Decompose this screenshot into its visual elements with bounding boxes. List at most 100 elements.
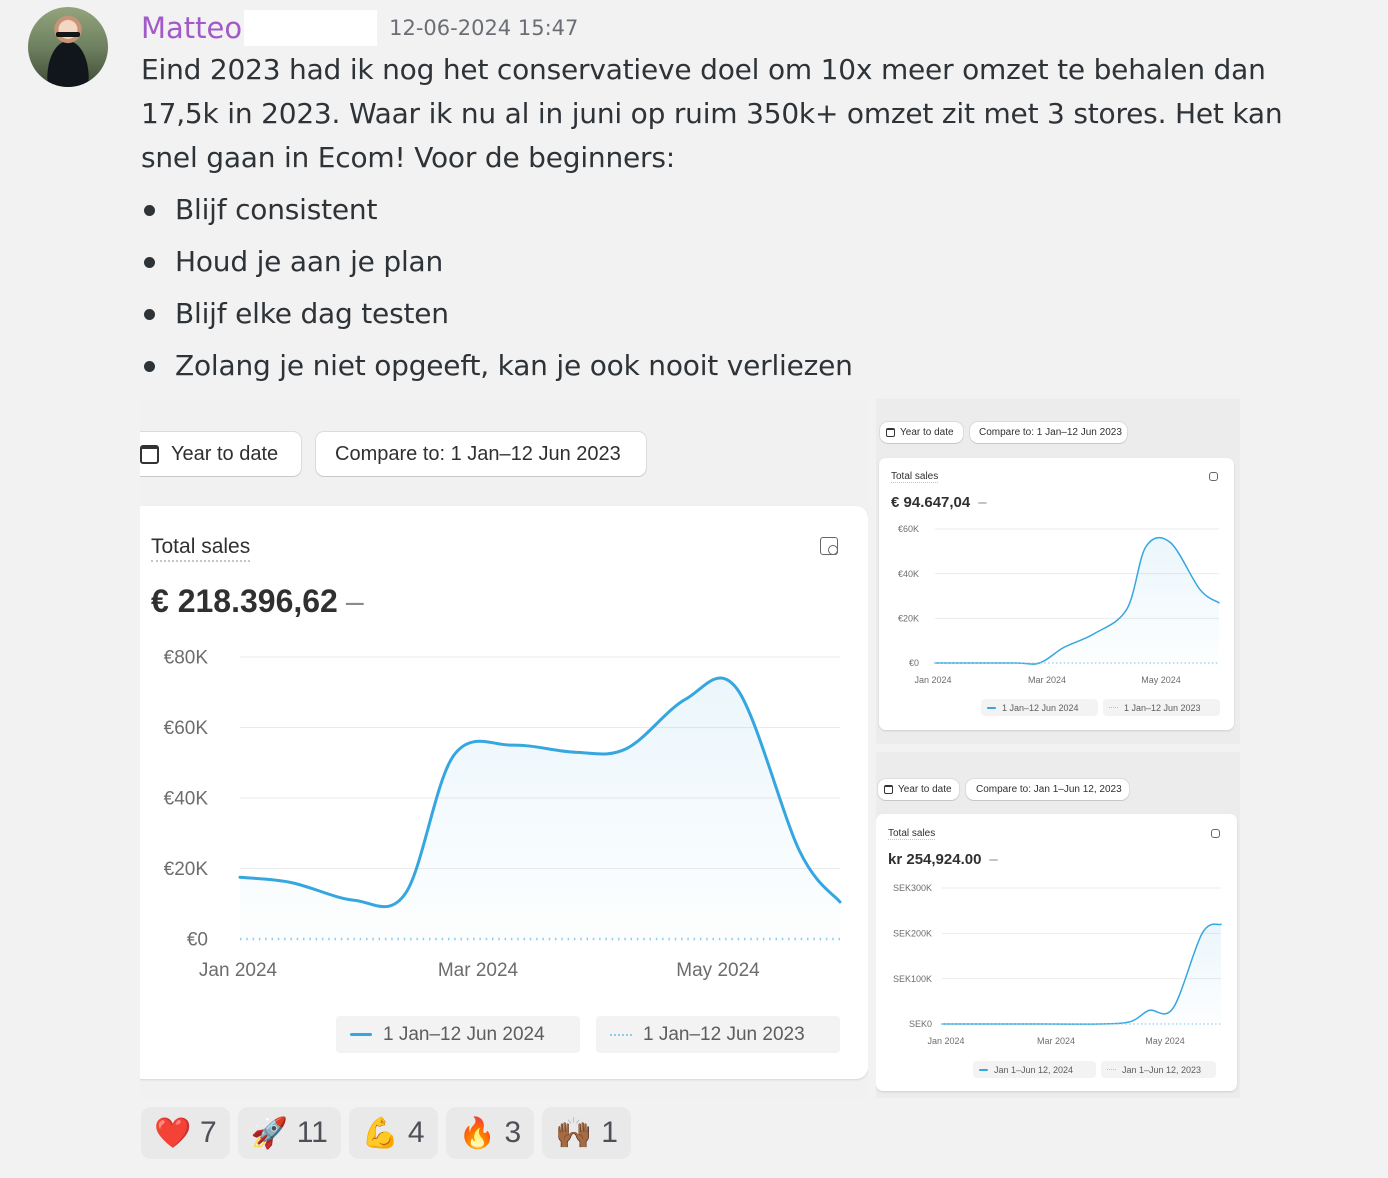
list-item-text: Blijf consistent xyxy=(175,193,378,226)
date-range-label: Year to date xyxy=(900,427,954,438)
calendar-icon xyxy=(140,444,159,464)
calendar-icon xyxy=(884,785,893,794)
flexed-biceps-icon: 💪 xyxy=(361,1115,400,1151)
date-range-button: Year to date xyxy=(878,779,959,800)
reaction-heart[interactable]: ❤️ 7 xyxy=(141,1107,230,1159)
legend-solid-swatch xyxy=(350,1033,372,1036)
report-icon xyxy=(820,537,838,555)
total-value-text: € 218.396,62 xyxy=(151,583,338,619)
sunglasses-shape xyxy=(56,32,80,37)
reaction-flexed-biceps[interactable]: 💪 4 xyxy=(348,1107,438,1159)
list-item: Blijf elke dag testen xyxy=(141,288,853,340)
legend-current-label: 1 Jan–12 Jun 2024 xyxy=(383,1023,545,1045)
card-title: Total sales xyxy=(888,828,936,840)
x-tick-label: May 2024 xyxy=(1141,675,1181,685)
search-icon xyxy=(828,545,838,555)
change-indicator: – xyxy=(978,494,987,511)
date-range-button: Year to date xyxy=(140,432,301,476)
legend-solid-swatch xyxy=(987,706,996,709)
y-tick-label: €0 xyxy=(187,930,208,951)
image-attachment-2[interactable]: Year to date Compare to: 1 Jan–12 Jun 20… xyxy=(876,399,1240,744)
bullet-dot xyxy=(144,204,155,216)
list-item: Blijf consistent xyxy=(141,184,853,236)
message-header: Matteo 12-06-2024 15:47 xyxy=(141,8,578,48)
legend-current: 1 Jan–12 Jun 2024 xyxy=(981,699,1098,716)
calendar-icon xyxy=(886,428,895,437)
date-range-button: Year to date xyxy=(880,422,963,443)
reaction-fire[interactable]: 🔥 3 xyxy=(445,1107,535,1159)
compare-label: Compare to: Jan 1–Jun 12, 2023 xyxy=(976,784,1122,795)
x-tick-label: Jan 2024 xyxy=(914,675,951,685)
sales-chart: €0 €20K €40K €60K Jan 2024 Mar 2024 May 2024 xyxy=(898,524,1220,685)
y-tick-label: €20K xyxy=(164,859,209,880)
legend-previous: 1 Jan–12 Jun 2023 xyxy=(1103,699,1220,716)
bullet-dot xyxy=(144,308,155,320)
total-value-text: kr 254,924.00 xyxy=(888,851,982,868)
y-tick-label: €0 xyxy=(909,658,919,668)
bullet-dot xyxy=(144,256,155,268)
reaction-count: 4 xyxy=(407,1116,425,1149)
report-icon xyxy=(1209,472,1218,481)
message-text: Eind 2023 had ik nog het conservatieve d… xyxy=(141,53,1283,174)
y-tick-label: €40K xyxy=(164,789,209,810)
legend-previous: 1 Jan–12 Jun 2023 xyxy=(596,1016,840,1053)
bullet-dot xyxy=(144,360,155,372)
compare-label: Compare to: 1 Jan–12 Jun 2023 xyxy=(335,442,621,465)
compare-button: Compare to: 1 Jan–12 Jun 2023 xyxy=(316,432,646,476)
x-tick-label: Jan 2024 xyxy=(927,1036,964,1046)
legend-dotted-swatch xyxy=(1109,707,1118,708)
timestamp: 12-06-2024 15:47 xyxy=(389,16,579,40)
total-value-text: € 94.647,04 xyxy=(891,494,971,511)
reaction-count: 7 xyxy=(200,1116,217,1149)
legend-previous: Jan 1–Jun 12, 2023 xyxy=(1101,1061,1216,1078)
report-icon xyxy=(1211,829,1220,838)
y-tick-label: SEK0 xyxy=(909,1019,932,1029)
series-area xyxy=(942,924,1221,1025)
legend-current: 1 Jan–12 Jun 2024 xyxy=(336,1016,580,1053)
reaction-count: 11 xyxy=(296,1116,328,1149)
legend-previous-label: 1 Jan–12 Jun 2023 xyxy=(643,1023,805,1045)
image-attachment-3[interactable]: Year to date Compare to: Jan 1–Jun 12, 2… xyxy=(876,752,1240,1098)
x-tick-label: Mar 2024 xyxy=(1037,1036,1075,1046)
legend-previous-label: 1 Jan–12 Jun 2023 xyxy=(1124,702,1201,713)
y-tick-label: €20K xyxy=(898,613,919,623)
compare-label: Compare to: 1 Jan–12 Jun 2023 xyxy=(979,427,1122,438)
reactions-bar: ❤️ 7 🚀 11 💪 4 🔥 3 🙌🏾 1 xyxy=(141,1107,639,1159)
y-tick-label: €60K xyxy=(164,718,209,739)
reaction-count: 1 xyxy=(601,1116,618,1149)
list-item-text: Blijf elke dag testen xyxy=(175,297,449,330)
list-item: Zolang je niet opgeeft, kan je ook nooit… xyxy=(141,340,853,392)
reaction-rocket[interactable]: 🚀 11 xyxy=(237,1107,341,1159)
y-tick-label: €60K xyxy=(898,524,919,534)
y-tick-label: €80K xyxy=(164,648,209,669)
legend-dotted-swatch xyxy=(610,1033,632,1036)
y-tick-label: SEK100K xyxy=(893,974,932,984)
x-tick-label: Mar 2024 xyxy=(1028,675,1066,685)
y-tick-label: SEK300K xyxy=(893,883,932,893)
series-line-current xyxy=(238,676,842,909)
card-title: Total sales xyxy=(891,471,939,483)
image-attachment-1[interactable]: Year to date Compare to: 1 Jan–12 Jun 20… xyxy=(140,399,868,1099)
bullet-list: Blijf consistent Houd je aan je plan Bli… xyxy=(141,184,853,392)
fire-icon: 🔥 xyxy=(458,1115,496,1151)
legend-current-label: 1 Jan–12 Jun 2024 xyxy=(1002,702,1079,713)
legend-previous-label: Jan 1–Jun 12, 2023 xyxy=(1122,1064,1202,1075)
reaction-raised-hands[interactable]: 🙌🏾 1 xyxy=(542,1107,631,1159)
series-area xyxy=(240,677,840,939)
date-range-label: Year to date xyxy=(898,784,952,795)
list-item-text: Zolang je niet opgeeft, kan je ook nooit… xyxy=(175,349,853,382)
total-sales-card: Total sales kr 254,924.00– SEK0 SEK100K SE… xyxy=(876,814,1237,1091)
total-value: kr 254,924.00– xyxy=(888,851,998,868)
username[interactable]: Matteo xyxy=(141,11,243,45)
series-area xyxy=(935,537,1219,665)
total-value: € 218.396,62– xyxy=(151,583,364,620)
y-tick-label: €40K xyxy=(898,569,919,579)
x-tick-label: Jan 2024 xyxy=(199,960,278,981)
sales-chart: SEK0 SEK100K SEK200K SEK300K Jan 2024 Mar 202… xyxy=(893,883,1222,1046)
list-item: Houd je aan je plan xyxy=(141,236,853,288)
x-tick-label: May 2024 xyxy=(1145,1036,1185,1046)
series-line-current xyxy=(934,537,1220,665)
avatar[interactable] xyxy=(28,7,108,87)
date-range-label: Year to date xyxy=(171,442,279,465)
